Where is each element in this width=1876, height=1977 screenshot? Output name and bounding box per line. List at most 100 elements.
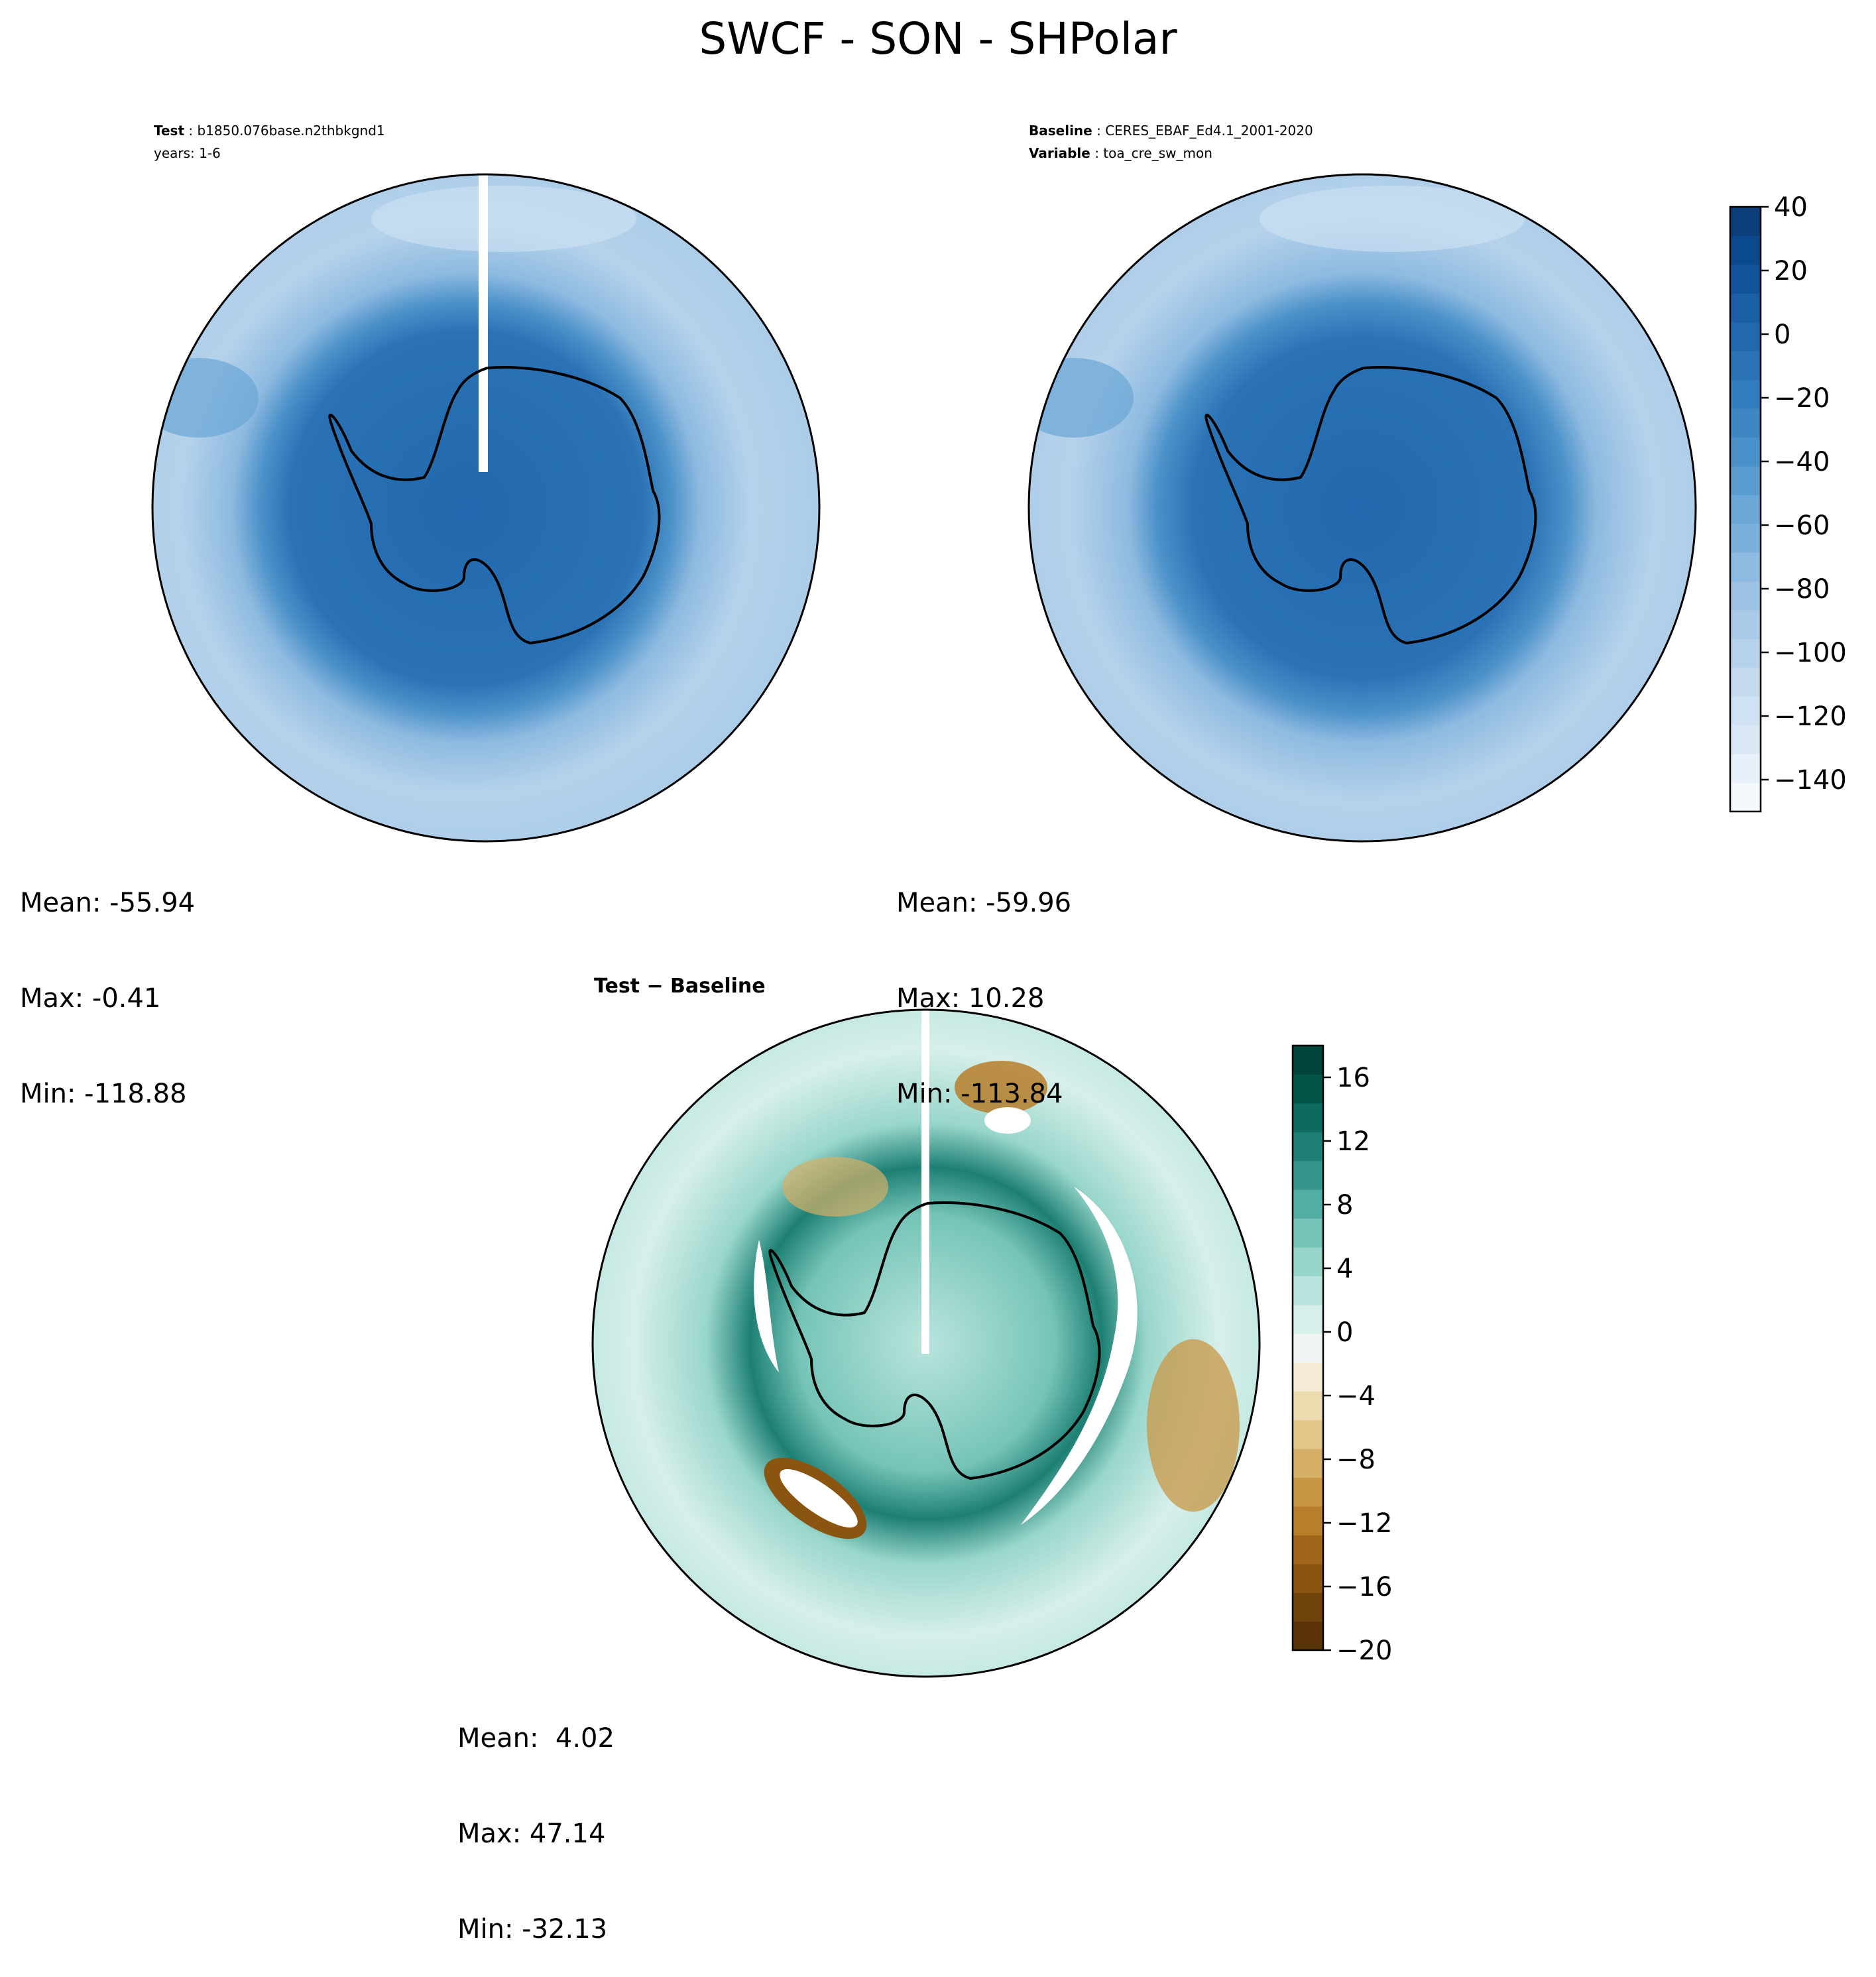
colorbar-diff-swatch <box>1293 1189 1323 1219</box>
baseline-header: Baseline : CERES_EBAF_Ed4.1_2001-2020 Va… <box>1029 123 1313 161</box>
colorbar-diff-tick-label: −16 <box>1336 1572 1392 1602</box>
colorbar-diff-swatch <box>1293 1304 1323 1334</box>
colorbar-diff-swatch <box>1293 1247 1323 1277</box>
colorbar-main-tick-label: 40 <box>1774 192 1808 223</box>
colorbar-main-swatch <box>1730 610 1761 640</box>
colorbar-main-swatch <box>1730 235 1761 265</box>
test-mean: Mean: -55.94 <box>20 888 196 918</box>
colorbar-diff-swatch <box>1293 1419 1323 1449</box>
colorbar-main-swatch <box>1730 638 1761 668</box>
test-header: Test : b1850.076base.n2thbkgnd1 years: 1… <box>154 119 385 164</box>
diff-missing-strip <box>921 1010 929 1354</box>
colorbar-diff-swatch <box>1293 1046 1323 1075</box>
test-antarctica-outline <box>328 366 661 645</box>
colorbar-diff-swatch <box>1293 1592 1323 1622</box>
colorbar-main-swatch <box>1730 264 1761 294</box>
colorbar-main-swatch <box>1730 495 1761 524</box>
diff-mean: Mean: 4.02 <box>457 1723 615 1754</box>
colorbar-main-tick-label: −140 <box>1774 765 1847 796</box>
colorbar-diff-tick-label: 16 <box>1336 1063 1370 1093</box>
colorbar-diff-tick-label: 8 <box>1336 1190 1353 1221</box>
baseline-map-border <box>1027 173 1697 843</box>
test-missing-strip <box>479 174 488 472</box>
diff-title: Test − Baseline <box>594 975 766 998</box>
colorbar-diff-swatch <box>1293 1218 1323 1248</box>
test-label-value: b1850.076base.n2thbkgnd1 <box>197 123 385 139</box>
test-map-border <box>151 173 821 843</box>
baseline-stats: Mean: -59.96 Max: 10.28 Min: -113.84 <box>896 823 1071 1142</box>
test-years: years: 1-6 <box>154 145 221 161</box>
diff-missing-arc <box>1021 1187 1138 1525</box>
baseline-min: Min: -113.84 <box>896 1079 1063 1109</box>
colorbar-diff-swatch <box>1293 1391 1323 1421</box>
baseline-antarctica-outline <box>1204 366 1537 645</box>
baseline-variable-value: toa_cre_sw_mon <box>1103 145 1212 161</box>
colorbar-main-swatch <box>1730 696 1761 726</box>
colorbar-diff-tick-label: −4 <box>1336 1381 1376 1411</box>
colorbar-main-swatch <box>1730 293 1761 323</box>
colorbar-diff-swatch <box>1293 1074 1323 1104</box>
colorbar-diff-border <box>1291 1044 1324 1651</box>
colorbar-main-swatch <box>1730 667 1761 697</box>
test-map-field <box>152 174 819 841</box>
colorbar-main-tick-label: −60 <box>1774 510 1830 541</box>
diff-antarctica-outline <box>768 1201 1101 1480</box>
colorbar-main-swatch <box>1730 782 1761 812</box>
colorbar-diff-swatch <box>1293 1563 1323 1593</box>
colorbar-main-swatch <box>1730 351 1761 381</box>
colorbar-diff-swatch <box>1293 1535 1323 1565</box>
test-min: Min: -118.88 <box>20 1079 187 1109</box>
test-max: Max: -0.41 <box>20 983 161 1014</box>
colorbar-main-swatch <box>1730 523 1761 553</box>
colorbar-diff-swatch <box>1293 1362 1323 1392</box>
colorbar-diff-swatch <box>1293 1506 1323 1535</box>
colorbar-main: 40 20 0 −20 −40 −60 −80 −100 −120 −140 <box>1729 192 1847 813</box>
colorbar-diff-swatch <box>1293 1621 1323 1651</box>
colorbar-diff-swatch <box>1293 1132 1323 1162</box>
colorbar-main-swatch <box>1730 379 1761 409</box>
diff-min: Min: -32.13 <box>457 1914 608 1945</box>
colorbar-main-swatch <box>1730 465 1761 495</box>
colorbar-diff-tick-label: −20 <box>1336 1636 1392 1666</box>
colorbar-main-swatch <box>1730 581 1761 611</box>
colorbar-diff-swatch <box>1293 1160 1323 1190</box>
diff-stats: Mean: 4.02 Max: 47.14 Min: -32.13 <box>457 1659 615 1977</box>
colorbar-diff-swatch <box>1293 1103 1323 1132</box>
test-label-key: Test <box>154 123 185 139</box>
colorbar-main-tick-label: −120 <box>1774 701 1847 732</box>
diff-max: Max: 47.14 <box>457 1819 606 1849</box>
baseline-max: Max: 10.28 <box>896 983 1045 1014</box>
colorbar-main-tick-label: −20 <box>1774 383 1830 414</box>
colorbar-main-swatch <box>1730 408 1761 438</box>
colorbar-diff-tick-label: 0 <box>1336 1317 1353 1348</box>
colorbar-main-swatch <box>1730 207 1761 237</box>
diff-map <box>591 1008 1261 1678</box>
colorbar-diff-tick-label: 12 <box>1336 1126 1370 1157</box>
colorbar-main-swatch <box>1730 725 1761 754</box>
colorbar-main-tick-label: −40 <box>1774 447 1830 477</box>
test-map <box>151 173 821 843</box>
colorbar-diff: 16 12 8 4 0 −4 −8 −12 −16 −20 <box>1291 1044 1392 1666</box>
baseline-label-key: Baseline <box>1029 123 1092 139</box>
colorbar-diff-swatch <box>1293 1449 1323 1478</box>
colorbar-diff-tick-label: −8 <box>1336 1445 1376 1475</box>
baseline-label-value: CERES_EBAF_Ed4.1_2001-2020 <box>1105 123 1313 139</box>
figure-title: SWCF - SON - SHPolar <box>699 13 1177 64</box>
test-stats: Mean: -55.94 Max: -0.41 Min: -118.88 <box>20 823 195 1142</box>
colorbar-main-border <box>1729 206 1762 813</box>
colorbar-diff-swatch <box>1293 1477 1323 1507</box>
baseline-map <box>1027 173 1697 843</box>
colorbar-main-tick-label: 0 <box>1774 320 1790 350</box>
colorbar-main-tick-label: −100 <box>1774 638 1847 668</box>
colorbar-diff-tick-label: 4 <box>1336 1254 1353 1284</box>
diff-map-border <box>591 1008 1261 1678</box>
colorbar-main-swatch <box>1730 437 1761 467</box>
baseline-variable-key: Variable <box>1029 145 1090 161</box>
colorbar-main-swatch <box>1730 754 1761 784</box>
colorbar-diff-swatch <box>1293 1276 1323 1305</box>
colorbar-diff-tick-label: −12 <box>1336 1508 1392 1539</box>
baseline-map-field <box>1029 174 1696 841</box>
colorbar-main-swatch <box>1730 322 1761 351</box>
colorbar-diff-swatch <box>1293 1333 1323 1363</box>
